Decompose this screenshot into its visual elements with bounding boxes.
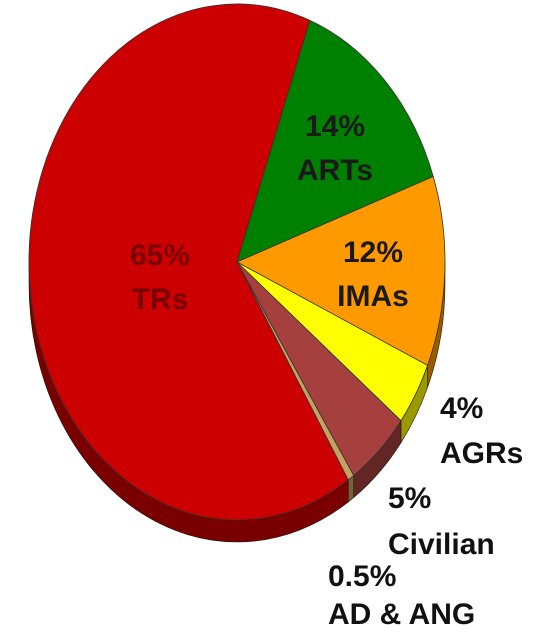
slice-side-shade (400, 365, 428, 443)
slice-value-label: 5% (388, 482, 431, 515)
slice (236, 175, 446, 367)
slice-value-label: 12% (343, 236, 403, 269)
slice-category-label: AGRs (440, 437, 523, 470)
slice-category-label: Civilian (388, 528, 495, 561)
slice-category-label: ARTs (297, 154, 373, 187)
slice-value-label: 0.5% (328, 560, 396, 593)
slice-category-label: TRs (132, 283, 189, 316)
slice-category-label: AD & ANG (328, 598, 475, 631)
slice (236, 19, 434, 263)
slice (28, 3, 349, 521)
slice-side-shade (348, 475, 354, 502)
slice-category-label: IMAs (337, 280, 409, 313)
slice-value-label: 14% (305, 110, 365, 143)
slice-side-shade (427, 262, 445, 388)
slice-value-label: 65% (130, 239, 190, 272)
slice-side-shade (29, 262, 349, 542)
slice-side-shade (353, 420, 401, 498)
slice-value-label: 4% (440, 392, 483, 425)
